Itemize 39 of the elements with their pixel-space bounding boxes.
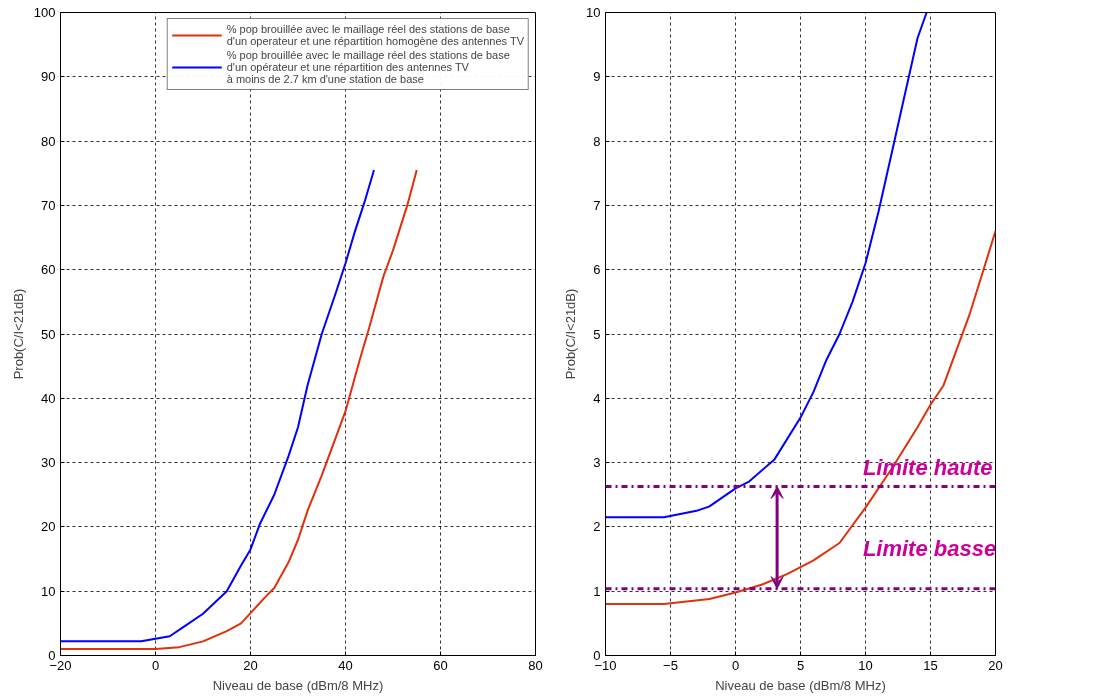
y-tick-label: 60: [41, 262, 56, 278]
x-tick-label: 0: [151, 657, 160, 673]
y-axis-title: Prob(C/I<21dB): [10, 288, 26, 380]
y-tick-label: 9: [593, 69, 601, 85]
y-tick-label: 100: [33, 5, 56, 20]
y-tick-label: 7: [593, 197, 601, 213]
x-axis-title: Niveau de base (dBm/8 MHz): [715, 677, 886, 693]
x-tick-label: −5: [663, 657, 678, 673]
y-tick-label: 30: [41, 455, 56, 471]
legend-label: % pop brouillée avec le maillage réel des stations de base d'un opérateur et une répartition des antennes TV à moins de 2.7 km d'une station de base: [226, 49, 510, 85]
line-series: [605, 230, 996, 606]
y-tick-label: 40: [41, 390, 56, 406]
x-tick-label: 80: [528, 657, 543, 673]
line-series: [605, 12, 928, 519]
x-tick-label: 10: [858, 657, 873, 673]
y-tick-label: 4: [593, 390, 601, 406]
x-tick-label: 5: [796, 657, 805, 673]
x-tick-label: 20: [988, 657, 1003, 673]
y-tick-label: 90: [41, 69, 56, 85]
y-tick-label: 3: [593, 455, 601, 471]
y-tick-label: 10: [41, 583, 56, 599]
legend-label: % pop brouillée avec le maillage réel des stations de base d'un operateur et une répartition homogène des antennes TV: [226, 23, 524, 47]
x-axis-title: Niveau de base (dBm/8 MHz): [212, 677, 384, 693]
y-tick-label: 10: [586, 5, 601, 20]
y-tick-label: 6: [593, 262, 601, 278]
y-tick-label: 70: [41, 197, 56, 213]
y-tick-label: 5: [593, 326, 601, 342]
y-tick-label: 20: [41, 519, 56, 535]
y-tick-label: 80: [41, 133, 56, 149]
x-tick-label: 20: [243, 657, 258, 673]
y-tick-label: 8: [593, 133, 601, 149]
x-tick-label: 15: [923, 657, 938, 673]
y-axis-title: Prob(C/I<21dB): [563, 288, 579, 380]
y-tick-label: 1: [593, 583, 601, 599]
y-tick-label: 2: [593, 519, 601, 535]
x-tick-label: 0: [731, 657, 740, 673]
x-tick-label: 60: [433, 657, 448, 673]
y-tick-label: 50: [41, 326, 56, 342]
x-tick-label: 40: [338, 657, 353, 673]
